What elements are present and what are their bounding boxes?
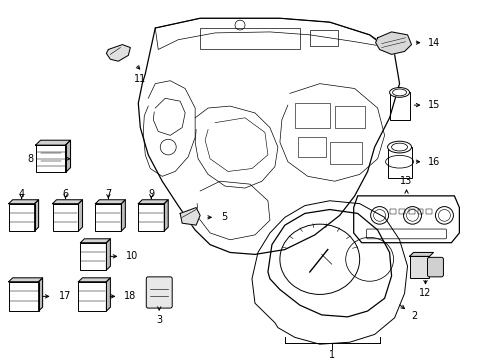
Ellipse shape xyxy=(387,141,411,153)
Text: 4: 4 xyxy=(19,189,25,199)
Text: 2: 2 xyxy=(411,311,417,321)
Bar xyxy=(426,208,431,215)
Bar xyxy=(200,28,299,49)
FancyBboxPatch shape xyxy=(427,257,443,277)
Text: 7: 7 xyxy=(105,189,111,199)
Polygon shape xyxy=(9,278,42,282)
Polygon shape xyxy=(164,200,168,231)
Polygon shape xyxy=(106,278,110,311)
Polygon shape xyxy=(39,278,42,311)
Bar xyxy=(309,30,337,46)
Bar xyxy=(389,208,395,215)
Polygon shape xyxy=(180,208,200,225)
Text: 9: 9 xyxy=(148,189,154,199)
Bar xyxy=(297,137,325,157)
Bar xyxy=(407,208,414,215)
Text: 11: 11 xyxy=(134,74,146,84)
Polygon shape xyxy=(95,200,125,204)
Polygon shape xyxy=(78,278,110,282)
Polygon shape xyxy=(375,32,411,54)
Bar xyxy=(334,106,364,127)
Text: 3: 3 xyxy=(156,315,162,325)
Text: 6: 6 xyxy=(62,189,68,199)
Bar xyxy=(78,282,106,311)
Polygon shape xyxy=(106,45,130,61)
Text: 16: 16 xyxy=(427,157,439,167)
Text: 18: 18 xyxy=(124,291,136,301)
Polygon shape xyxy=(35,200,39,231)
Text: 17: 17 xyxy=(59,291,71,301)
Bar xyxy=(95,204,121,231)
Bar xyxy=(36,145,65,172)
Polygon shape xyxy=(106,239,110,270)
Bar xyxy=(9,204,35,231)
Bar xyxy=(329,142,361,164)
Text: 8: 8 xyxy=(27,154,34,164)
Polygon shape xyxy=(52,200,82,204)
Polygon shape xyxy=(121,200,125,231)
Bar xyxy=(294,103,329,127)
Text: 12: 12 xyxy=(418,288,431,298)
Text: 13: 13 xyxy=(400,176,412,186)
Bar xyxy=(52,204,78,231)
Ellipse shape xyxy=(389,87,408,97)
Text: 5: 5 xyxy=(221,212,227,222)
Text: 10: 10 xyxy=(126,251,138,261)
Polygon shape xyxy=(81,239,110,243)
Bar xyxy=(417,208,423,215)
Polygon shape xyxy=(138,200,168,204)
Bar xyxy=(81,243,106,270)
Text: 14: 14 xyxy=(427,38,439,48)
Text: 1: 1 xyxy=(328,350,334,360)
Bar xyxy=(389,93,408,120)
FancyBboxPatch shape xyxy=(146,277,172,308)
Bar xyxy=(9,282,39,311)
Text: 15: 15 xyxy=(427,100,439,110)
Polygon shape xyxy=(9,200,39,204)
Bar xyxy=(408,256,428,278)
Bar xyxy=(387,147,411,178)
Bar xyxy=(398,208,404,215)
Polygon shape xyxy=(408,252,432,256)
Polygon shape xyxy=(65,140,70,172)
Polygon shape xyxy=(36,140,70,145)
Polygon shape xyxy=(78,200,82,231)
Bar xyxy=(138,204,164,231)
